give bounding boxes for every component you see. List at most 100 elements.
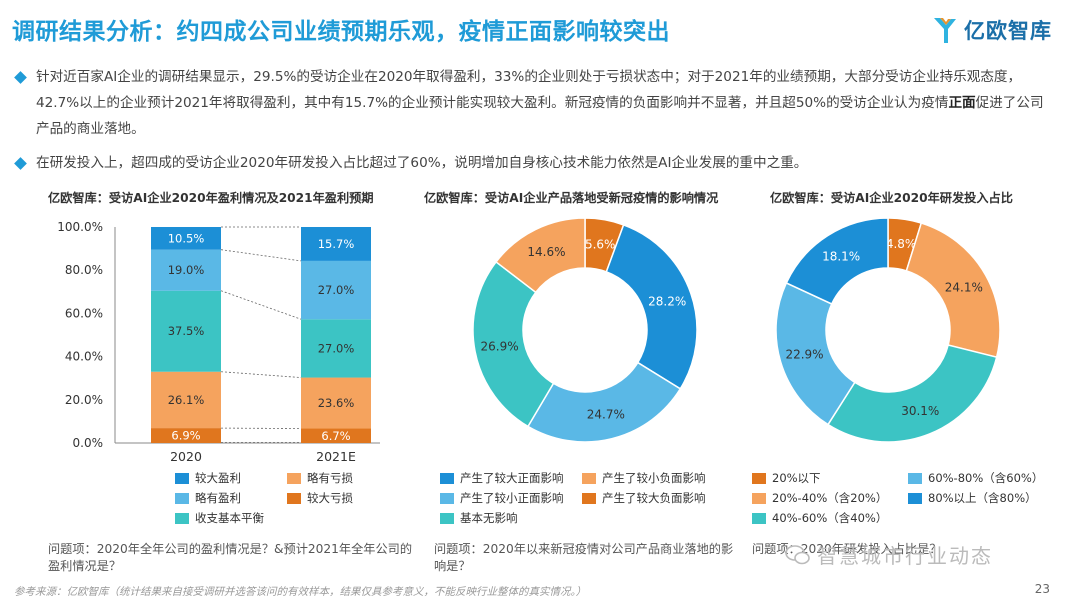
legend-label: 产生了较大负面影响	[602, 491, 706, 505]
chart-3-legend: 20%以下 60%-80%（含60%） 20%-40%（含20%） 80%以上（…	[752, 470, 1072, 530]
legend-label: 产生了较小正面影响	[460, 491, 564, 505]
legend-swatch	[175, 492, 189, 504]
data-label: 27.0%	[318, 283, 355, 297]
legend-label: 略有亏损	[307, 471, 353, 485]
legend-swatch	[287, 492, 301, 504]
watermark-text: 智慧城市行业动态	[817, 544, 993, 568]
data-label: 6.7%	[321, 429, 350, 443]
y-tick-label: 0.0%	[73, 436, 104, 450]
legend-item: 较大亏损	[287, 490, 353, 506]
bullet-1-text-end: 促进了公司产品的商业落地。	[36, 95, 1044, 137]
legend-item: 略有亏损	[287, 470, 353, 486]
legend-swatch	[582, 492, 596, 504]
page-number: 23	[1034, 582, 1050, 596]
data-label: 27.0%	[318, 341, 355, 355]
chart-2-title: 亿欧智库：受访AI企业产品落地受新冠疫情的影响情况	[424, 191, 719, 205]
legend-label: 收支基本平衡	[195, 511, 264, 525]
legend-label: 基本无影响	[460, 511, 518, 525]
x-tick-label: 2021E	[316, 449, 356, 464]
donut-slice	[826, 344, 998, 443]
bar-segment	[151, 249, 221, 291]
legend-swatch	[582, 472, 596, 484]
chart-1-question: 问题项：2020年全年公司的盈利情况是？&预计2021年全年公司的盈利情况是？	[48, 542, 413, 573]
bullet-1-text: 针对近百家AI企业的调研结果显示，29.5%的受访企业在2020年取得盈利，33…	[36, 69, 1022, 111]
legend-swatch	[287, 472, 301, 484]
legend-item: 60%-80%（含60%）	[908, 470, 1043, 486]
data-label: 37.5%	[168, 324, 205, 338]
donut-slice	[785, 217, 889, 305]
bar-segment	[151, 371, 221, 429]
legend-item: 基本无影响	[440, 510, 518, 526]
data-label: 6.9%	[171, 429, 200, 443]
source-note: 参考来源：亿欧智库（统计结果来自接受调研并选答该问的有效样本，结果仅具参考意义，…	[14, 586, 587, 598]
bullet-1: 针对近百家AI企业的调研结果显示，29.5%的受访企业在2020年取得盈利，33…	[14, 64, 1046, 142]
data-label: 24.1%	[945, 280, 983, 294]
rd-ratio-donut: 4.8% 24.1% 30.1% 22.9% 18.1%	[775, 217, 1001, 443]
legend-swatch	[752, 472, 766, 484]
legend-swatch	[908, 492, 922, 504]
bullet-2-text: 在研发投入上，超四成的受访企业2020年研发投入占比超过了60%，说明增加自身核…	[36, 155, 808, 171]
legend-item: 较大盈利	[175, 470, 241, 486]
legend-label: 略有盈利	[195, 491, 241, 505]
bar-segment	[301, 227, 371, 261]
legend-item: 产生了较大正面影响	[440, 470, 564, 486]
covid-impact-donut: 5.6% 28.2% 24.7% 26.9% 14.6%	[472, 217, 698, 443]
connector-line	[220, 290, 302, 320]
bar-segment	[301, 319, 371, 378]
legend-swatch	[440, 472, 454, 484]
bar-segment	[301, 377, 371, 429]
legend-label: 20%以下	[772, 471, 821, 485]
data-label: 10.5%	[168, 231, 205, 245]
legend-label: 80%以上（含80%）	[928, 491, 1037, 505]
logo-mark-icon	[934, 18, 956, 43]
y-tick-label: 40.0%	[65, 350, 103, 364]
legend-label: 60%-80%（含60%）	[928, 471, 1044, 485]
data-label: 15.7%	[318, 237, 355, 251]
legend-item: 40%-60%（含40%）	[752, 510, 887, 526]
bullet-diamond-icon	[14, 157, 27, 170]
data-label: 14.6%	[527, 245, 565, 259]
legend-swatch	[175, 472, 189, 484]
donut-slice	[905, 222, 1001, 359]
donut-slice	[605, 223, 698, 390]
legend-swatch	[752, 492, 766, 504]
legend-label: 20%-40%（含20%）	[772, 491, 888, 505]
legend-swatch	[440, 492, 454, 504]
bar-segment	[301, 260, 371, 320]
legend-swatch	[908, 472, 922, 484]
data-label: 18.1%	[822, 250, 860, 264]
chart-1-title: 亿欧智库：受访AI企业2020年盈利情况及2021年盈利预期	[48, 191, 374, 205]
chart-2-question: 问题项：2020年以来新冠疫情对公司产品商业落地的影响是？	[434, 542, 734, 573]
y-tick-label: 80.0%	[65, 263, 103, 277]
legend-item: 产生了较小负面影响	[582, 470, 706, 486]
profit-bar-chart: 0.0% 20.0% 40.0% 60.0% 80.0% 100.0% 6.9% 26.1% 3…	[57, 220, 380, 464]
data-label: 5.6%	[585, 237, 616, 251]
connector-line	[220, 249, 302, 262]
data-label: 24.7%	[587, 407, 625, 421]
page-title: 调研结果分析：约四成公司业绩预期乐观，疫情正面影响较突出	[12, 19, 670, 45]
chart-2-legend: 产生了较大正面影响 产生了较小负面影响 产生了较小正面影响 产生了较大负面影响 …	[440, 470, 740, 530]
bar-segment	[151, 227, 221, 250]
legend-item: 20%-40%（含20%）	[752, 490, 887, 506]
legend-item: 产生了较大负面影响	[582, 490, 706, 506]
legend-swatch	[440, 512, 454, 524]
bar-segment	[151, 428, 221, 443]
y-tick-label: 60.0%	[65, 306, 103, 320]
donut-slice	[495, 217, 586, 294]
chart-3-title: 亿欧智库：受访AI企业2020年研发投入占比	[770, 191, 1013, 205]
logo-text: 亿欧智库	[964, 19, 1052, 43]
x-tick-label: 2020	[170, 449, 202, 464]
data-label: 26.1%	[168, 393, 205, 407]
data-label: 23.6%	[318, 396, 355, 410]
y-tick-label: 100.0%	[57, 220, 103, 234]
legend-label: 产生了较大正面影响	[460, 471, 564, 485]
connector-line	[220, 371, 302, 378]
watermark: 智慧城市行业动态	[785, 540, 993, 569]
legend-label: 较大亏损	[307, 491, 353, 505]
data-label: 19.0%	[168, 263, 205, 277]
donut-slice	[775, 281, 856, 426]
data-label: 28.2%	[648, 295, 686, 309]
legend-item: 20%以下	[752, 470, 821, 486]
data-label: 22.9%	[785, 348, 823, 362]
donut-slice	[472, 260, 555, 428]
